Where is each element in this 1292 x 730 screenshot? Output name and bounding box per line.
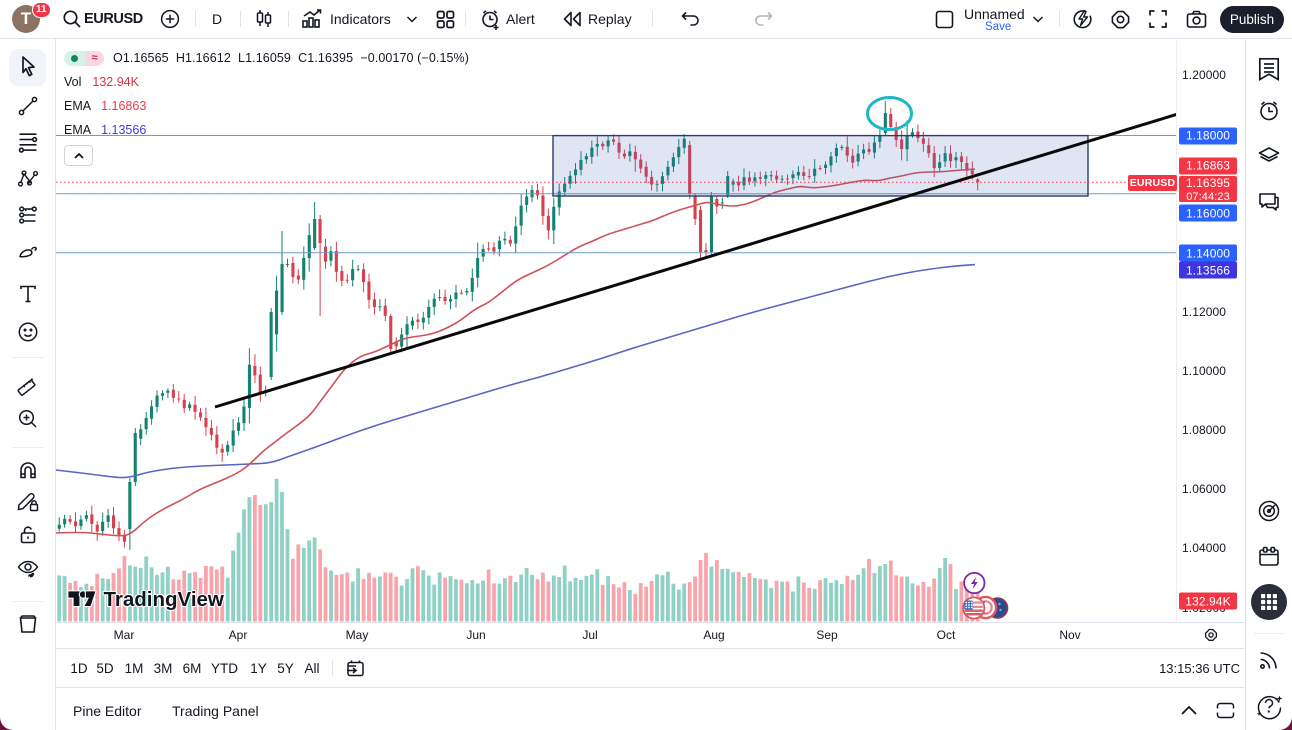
- svg-text:TradingView: TradingView: [104, 588, 224, 611]
